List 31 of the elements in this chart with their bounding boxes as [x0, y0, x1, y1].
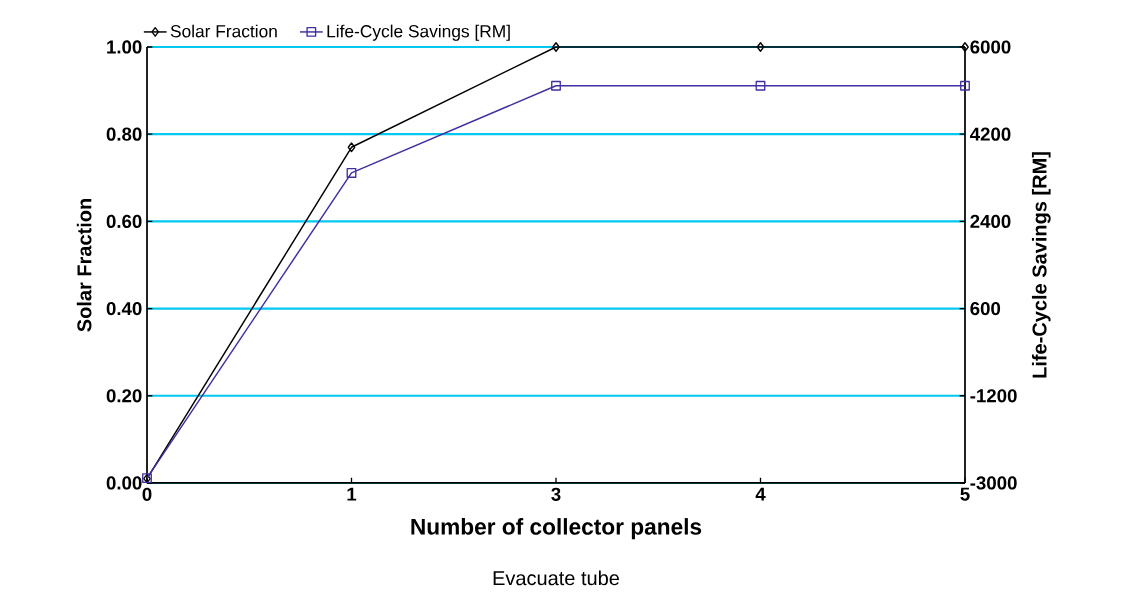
- x-axis-title: Number of collector panels: [411, 518, 702, 540]
- y-tick-label: 0.00: [106, 476, 142, 490]
- y-tick-label: 0.80: [106, 127, 142, 141]
- y2-tick-label: 600: [970, 301, 1001, 316]
- point: [347, 142, 356, 153]
- legend-label: Solar Fraction: [170, 24, 277, 38]
- y2-axis-title: Life-Cycle Savings [RM]: [1031, 152, 1051, 378]
- y2-tick-label: 6000: [970, 40, 1011, 54]
- x-tick-label: 0: [142, 487, 152, 501]
- y-axis-title: Solar Fraction: [76, 199, 92, 332]
- point: [960, 80, 970, 91]
- x-tick-label: 1: [347, 487, 357, 501]
- point: [961, 42, 969, 52]
- x-tick-label: 3: [551, 487, 561, 501]
- x-tick-label: 4: [755, 487, 766, 501]
- point: [755, 80, 766, 91]
- legend-label: Life-Cycle Savings [RM]: [327, 24, 510, 41]
- text: Evacuate tube: [493, 570, 620, 586]
- point: [551, 80, 561, 91]
- y2-tick-label: -1200: [970, 389, 1017, 403]
- y2-tick-label: 2400: [970, 214, 1011, 229]
- x-tick-label: 5: [960, 487, 970, 501]
- y-tick-label: 0.20: [106, 389, 142, 403]
- y-tick-label: 1.00: [107, 40, 142, 54]
- point: [756, 42, 765, 52]
- y2-tick-label: -3000: [970, 476, 1017, 490]
- point: [552, 42, 560, 52]
- y-tick-label: 0.60: [106, 214, 142, 229]
- y-tick-label: 0.40: [106, 301, 142, 316]
- y2-tick-label: 4200: [970, 127, 1011, 141]
- point: [346, 168, 357, 178]
